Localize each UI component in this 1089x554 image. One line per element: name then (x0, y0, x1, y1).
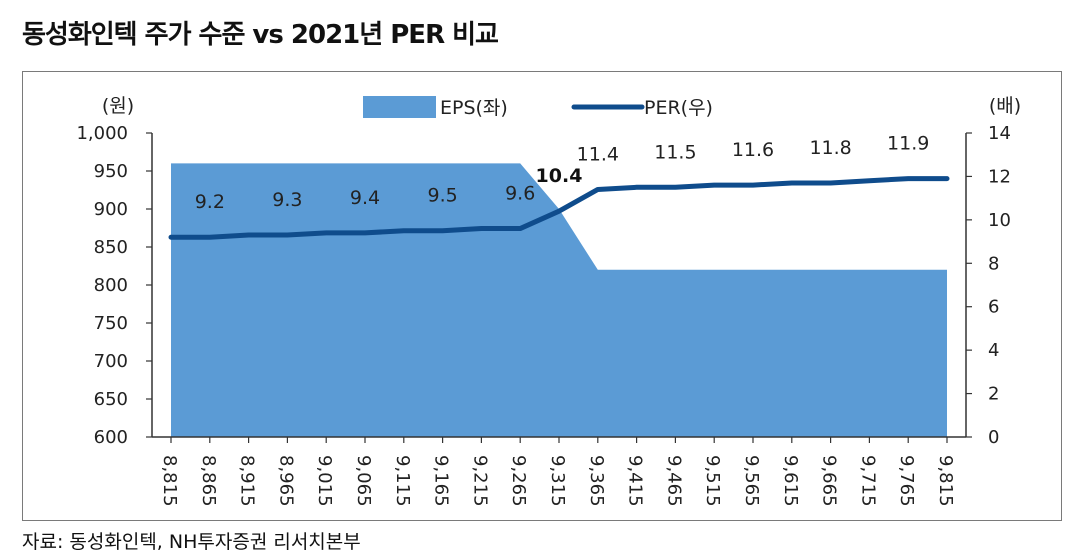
per-data-label: 9.4 (350, 187, 380, 209)
left-tick-label: 750 (94, 313, 128, 334)
left-tick-label: 700 (94, 351, 128, 372)
x-tick-label: 9,615 (780, 455, 801, 507)
right-tick-label: 14 (988, 123, 1011, 144)
left-tick-label: 600 (94, 427, 128, 448)
x-tick-label: 9,665 (819, 455, 840, 507)
right-tick-label: 8 (988, 253, 999, 274)
per-data-label: 11.5 (654, 141, 696, 163)
x-tick-label: 9,765 (896, 455, 917, 507)
x-tick-label: 9,365 (586, 455, 607, 507)
per-data-label: 9.5 (427, 185, 457, 207)
per-data-label: 11.4 (577, 143, 619, 165)
per-data-label: 11.6 (732, 139, 774, 161)
x-tick-label: 9,215 (469, 455, 490, 507)
x-tick-label: 9,465 (663, 455, 684, 507)
source-note: 자료: 동성화인텍, NH투자증권 리서치본부 (22, 531, 361, 553)
left-tick-label: 650 (94, 389, 128, 410)
per-data-label: 9.3 (272, 189, 302, 211)
x-tick-label: 9,715 (857, 455, 878, 507)
chart-title: 동성화인텍 주가 수준 vs 2021년 PER 비교 (22, 20, 499, 50)
right-axis-unit: (배) (989, 95, 1021, 117)
per-data-label: 11.8 (809, 137, 851, 159)
left-tick-label: 950 (94, 161, 128, 182)
x-tick-label: 9,515 (702, 455, 723, 507)
x-tick-label: 8,915 (237, 455, 258, 507)
x-tick-label: 8,865 (198, 455, 219, 507)
per-data-label: 11.9 (887, 133, 929, 155)
x-tick-label: 9,565 (741, 455, 762, 507)
x-tick-label: 9,115 (392, 455, 413, 507)
x-tick-label: 9,315 (547, 455, 568, 507)
right-tick-label: 6 (988, 297, 999, 318)
x-tick-label: 9,265 (508, 455, 529, 507)
chart-frame (22, 71, 1062, 521)
x-tick-label: 9,015 (314, 455, 335, 507)
right-tick-label: 0 (988, 427, 999, 448)
left-tick-label: 850 (94, 237, 128, 258)
right-tick-label: 12 (988, 166, 1011, 187)
x-tick-label: 9,065 (353, 455, 374, 507)
legend-eps-label: EPS(좌) (440, 97, 508, 119)
x-tick-label: 9,165 (431, 455, 452, 507)
left-tick-label: 900 (94, 199, 128, 220)
legend-eps-swatch (363, 96, 436, 118)
right-tick-label: 4 (988, 340, 999, 361)
per-line (168, 176, 950, 240)
right-tick-label: 10 (988, 210, 1011, 231)
per-data-label: 10.4 (536, 165, 583, 187)
per-data-label: 9.2 (195, 191, 225, 213)
legend-per-label: PER(우) (644, 97, 713, 119)
left-tick-label: 800 (94, 275, 128, 296)
x-tick-label: 8,815 (159, 455, 180, 507)
x-tick-label: 9,815 (935, 455, 956, 507)
left-axis-unit: (원) (102, 95, 134, 117)
right-tick-label: 2 (988, 384, 999, 405)
x-tick-label: 9,415 (625, 455, 646, 507)
per-data-label: 9.6 (505, 183, 535, 205)
x-tick-label: 8,965 (275, 455, 296, 507)
left-tick-label: 1,000 (76, 123, 128, 144)
